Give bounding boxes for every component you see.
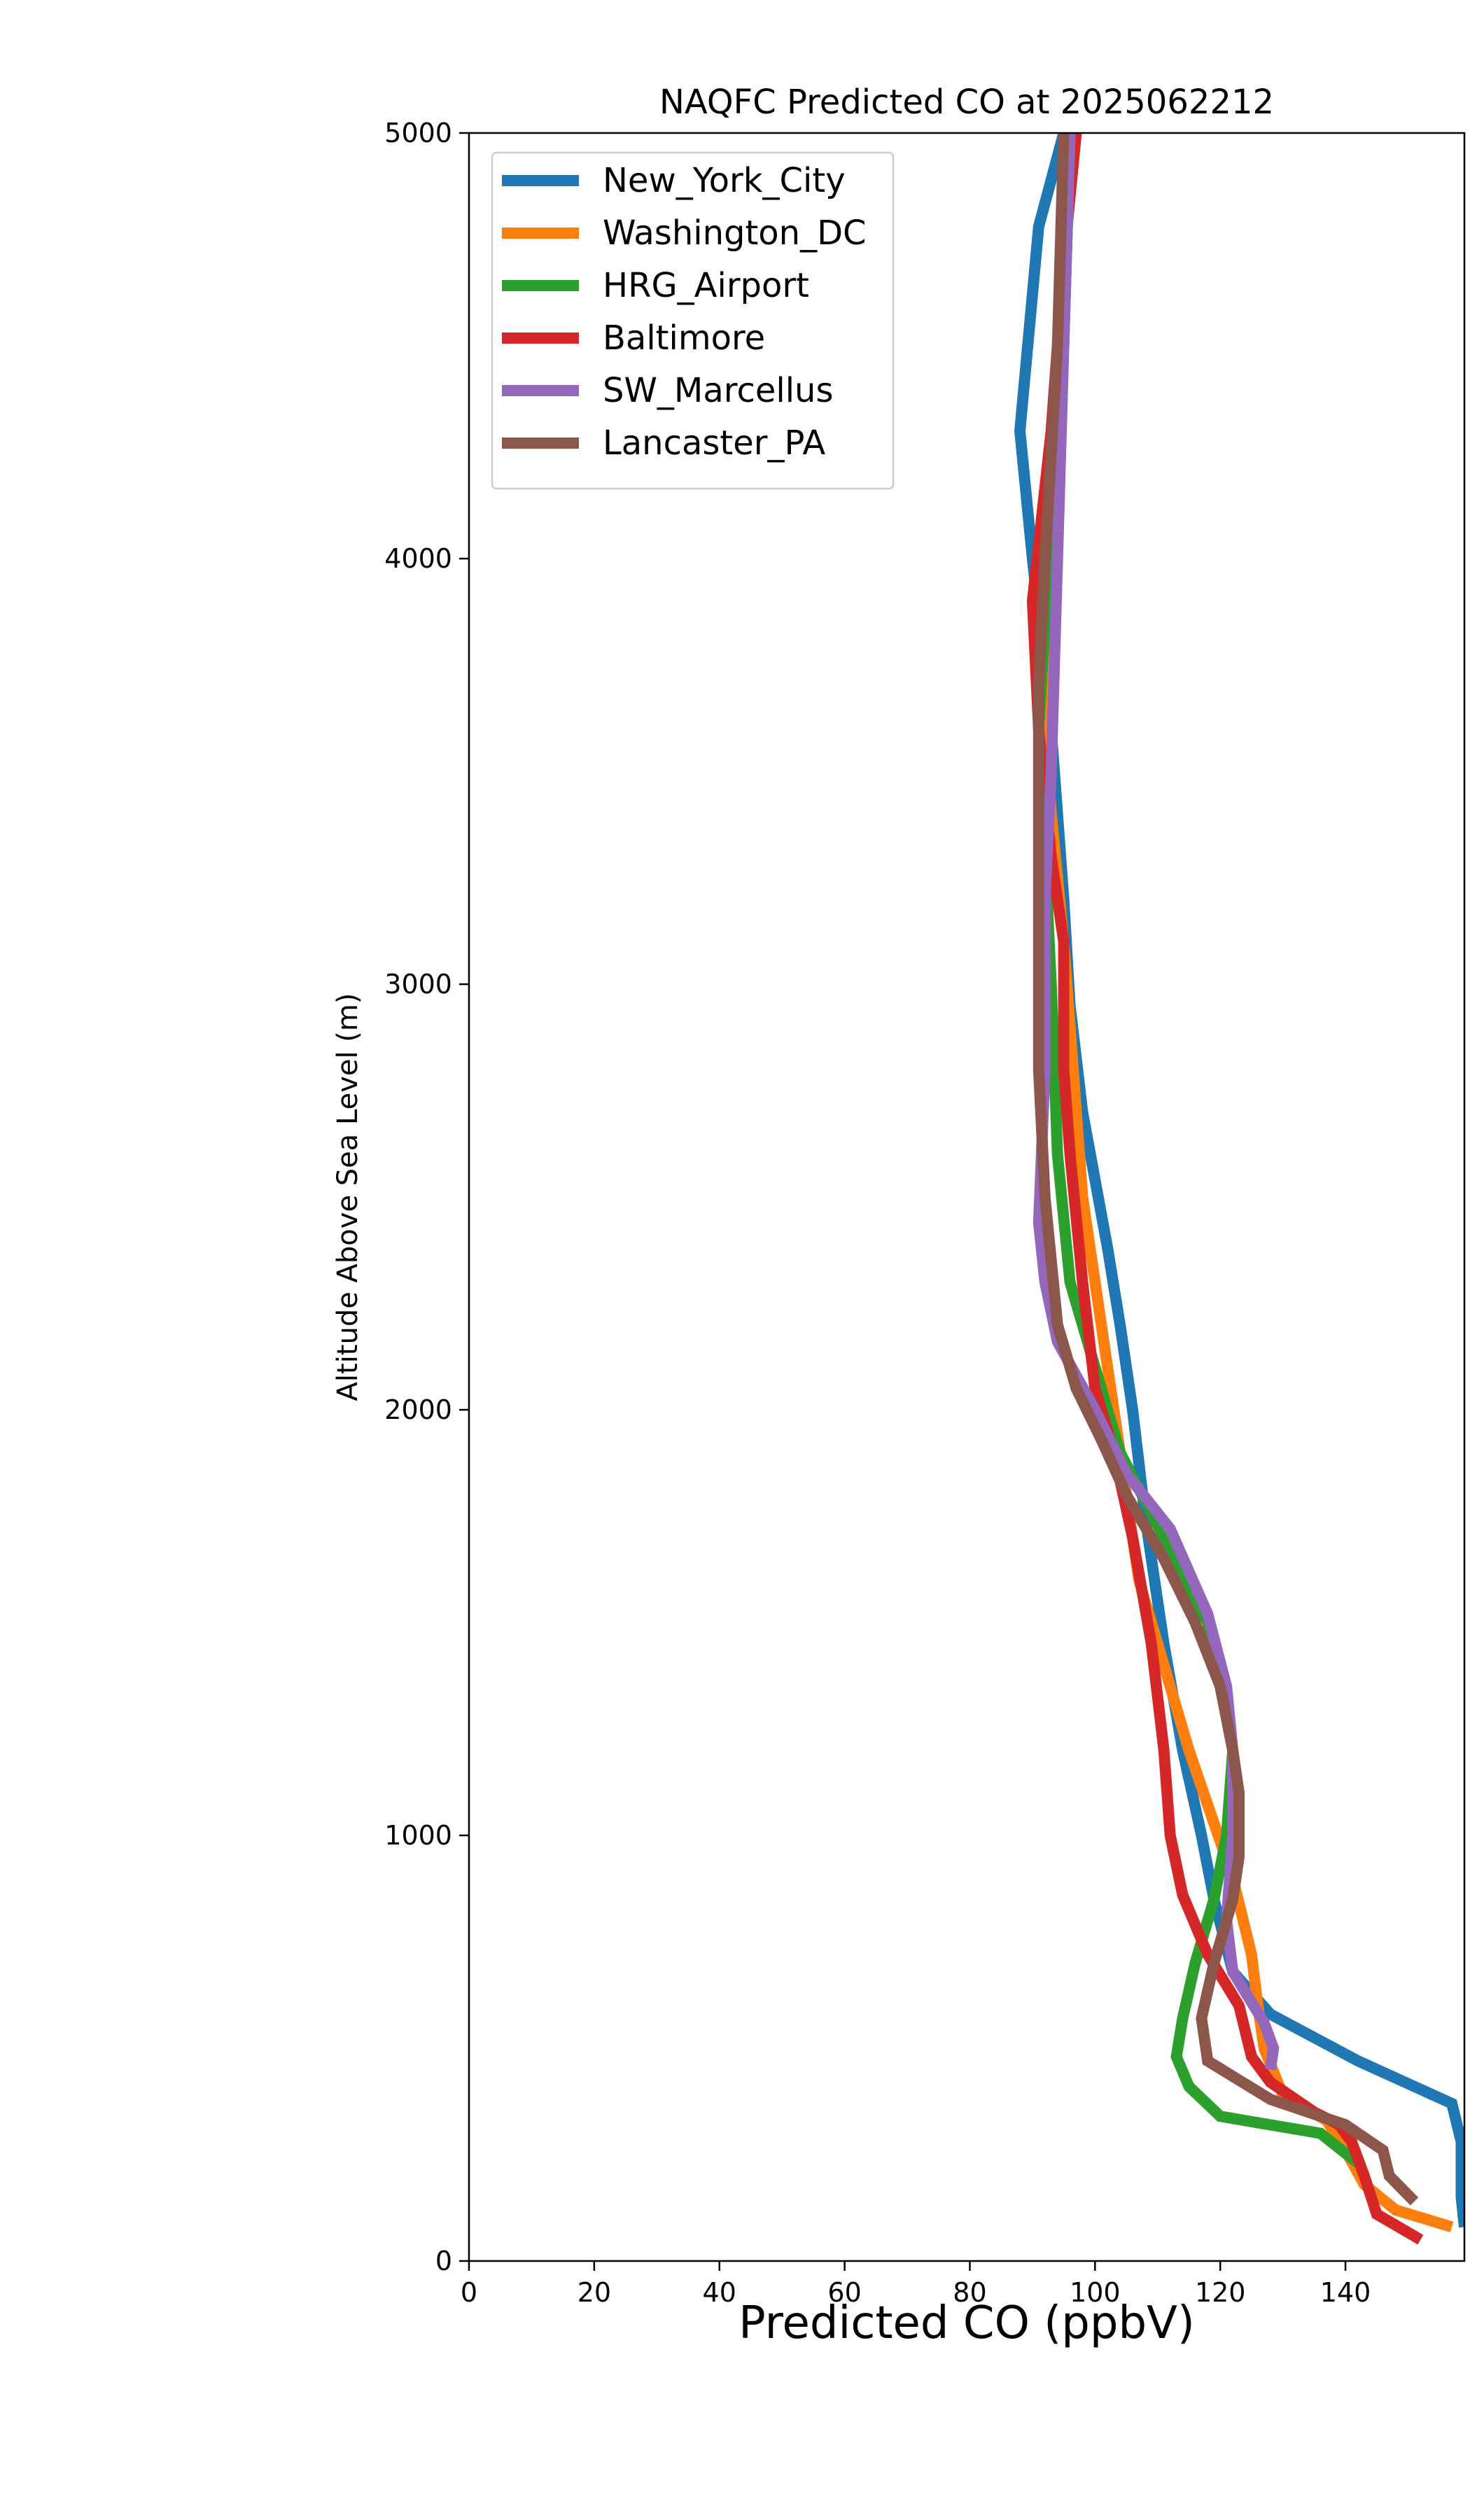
chart-title: NAQFC Predicted CO at 2025062212 <box>659 83 1274 122</box>
legend-label: Baltimore <box>603 318 765 358</box>
x-tick-label: 100 <box>1070 2277 1121 2308</box>
legend-item: Baltimore <box>502 318 765 358</box>
x-tick-label: 140 <box>1320 2277 1371 2308</box>
legend-item: Washington_DC <box>502 214 867 253</box>
legend-item: SW_Marcellus <box>502 371 833 410</box>
y-tick-label: 2000 <box>384 1394 452 1425</box>
y-tick-label: 3000 <box>384 969 452 1000</box>
y-axis-label: Altitude Above Sea Level (m) <box>332 993 364 1401</box>
x-axis-label: Predicted CO (ppbV) <box>738 2297 1195 2349</box>
legend-label: Washington_DC <box>603 214 867 253</box>
legend-label: HRG_Airport <box>603 266 809 305</box>
y-tick-label: 5000 <box>384 118 452 148</box>
y-tick-label: 0 <box>435 2246 452 2276</box>
x-tick-label: 20 <box>578 2277 611 2308</box>
x-tick-label: 40 <box>703 2277 736 2308</box>
legend-item: HRG_Airport <box>502 266 809 305</box>
series-line-lancaster-pa <box>1032 133 1419 2206</box>
legend-label: New_York_City <box>603 161 846 200</box>
x-tick-label: 80 <box>953 2277 986 2308</box>
legend-item: Lancaster_PA <box>502 424 825 463</box>
x-tick-label: 0 <box>461 2277 477 2308</box>
axes: 0 20 40 60 80 100 120 140 0 1000 2000 3000 4000 5000 <box>384 118 1466 2308</box>
y-tick-label: 4000 <box>384 543 452 574</box>
x-tick-label: 120 <box>1195 2277 1246 2308</box>
series-line-sw-marcellus <box>1032 133 1280 2071</box>
y-tick-label: 1000 <box>384 1820 452 1851</box>
legend-item: New_York_City <box>502 161 846 200</box>
plot-frame <box>468 132 1466 2262</box>
legend-label: Lancaster_PA <box>603 424 825 463</box>
legend: New_York_City Washington_DC HRG_Airport Bal… <box>491 151 895 490</box>
x-tick-label: 60 <box>827 2277 861 2308</box>
legend-label: SW_Marcellus <box>603 371 833 410</box>
legend-box <box>491 151 895 490</box>
plot-area <box>1014 133 1464 2245</box>
